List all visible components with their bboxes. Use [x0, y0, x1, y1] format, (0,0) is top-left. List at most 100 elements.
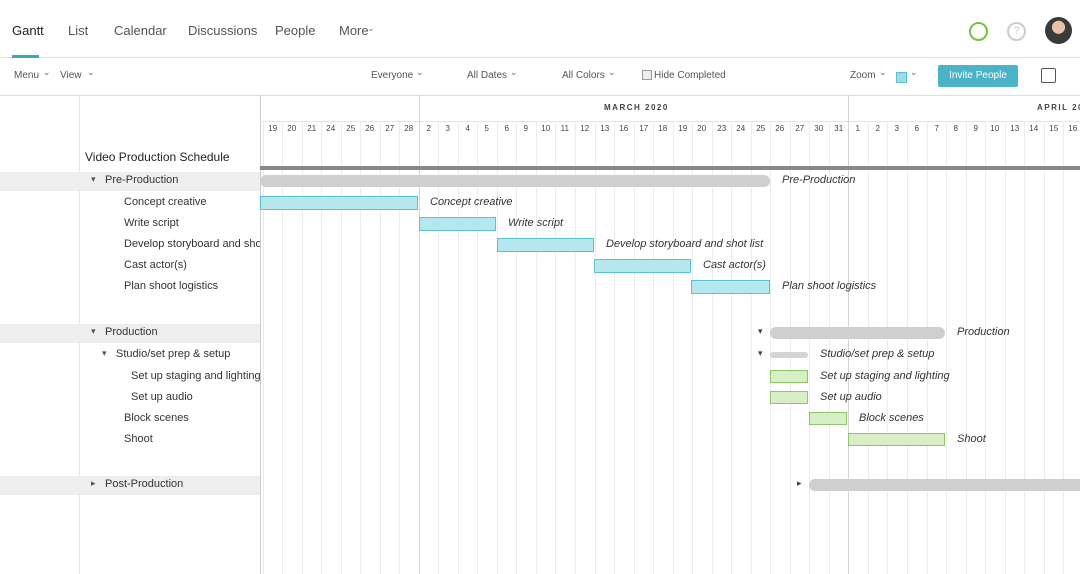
task-bar[interactable]: [594, 259, 691, 273]
task-name[interactable]: Develop storyboard and shot list: [124, 238, 260, 250]
task-bar[interactable]: [848, 433, 945, 446]
day-gridline: [829, 121, 830, 574]
color-swatch[interactable]: [896, 72, 907, 83]
toggle[interactable]: ▸: [797, 478, 802, 488]
invite-button[interactable]: Invite People: [938, 65, 1018, 87]
top-border: [0, 57, 1080, 58]
task-name[interactable]: Write script: [124, 217, 179, 229]
bar-label: Plan shoot logistics: [782, 280, 877, 292]
day-gridline: [887, 121, 888, 574]
task-name[interactable]: Set up audio: [131, 391, 193, 403]
task-bar[interactable]: [419, 217, 496, 231]
day-label: 1: [855, 124, 860, 133]
toggle[interactable]: ▾: [91, 326, 96, 336]
task-name[interactable]: Pre-Production: [105, 174, 179, 186]
nav-tab[interactable]: Calendar: [114, 23, 167, 38]
toolbar-control[interactable]: Menu: [14, 70, 40, 81]
bar-label: Set up staging and lighting: [820, 370, 950, 382]
day-gridline: [575, 121, 576, 574]
bar-label: Concept creative: [430, 196, 513, 208]
toggle[interactable]: ▾: [102, 348, 107, 358]
task-bar[interactable]: [691, 280, 770, 294]
day-gridline: [731, 121, 732, 574]
day-label: 27: [385, 124, 395, 133]
task-bar[interactable]: [770, 391, 808, 404]
day-label: 19: [268, 124, 278, 133]
task-name[interactable]: Shoot: [124, 433, 153, 445]
bar-label: Develop storyboard and shot list: [606, 238, 764, 250]
tab-underline: [12, 55, 39, 58]
group-row: [0, 172, 260, 191]
day-label: 15: [1049, 124, 1059, 133]
day-label: 23: [717, 124, 727, 133]
day-label: 13: [600, 124, 610, 133]
nav-tab[interactable]: People: [275, 23, 316, 38]
day-label: 3: [445, 124, 450, 133]
day-gridline: [751, 121, 752, 574]
task-bar[interactable]: [497, 238, 594, 252]
day-gridline: [380, 121, 381, 574]
nav-tab[interactable]: More: [339, 23, 369, 38]
day-gridline: [770, 121, 771, 574]
day-label: 26: [365, 124, 375, 133]
task-name[interactable]: Production: [105, 326, 158, 338]
task-name[interactable]: Plan shoot logistics: [124, 280, 219, 292]
day-gridline: [1063, 121, 1064, 574]
day-label: 14: [1029, 124, 1039, 133]
day-label: 5: [484, 124, 489, 133]
toggle[interactable]: ▾: [758, 348, 763, 358]
task-name[interactable]: Studio/set prep & setup: [116, 348, 231, 360]
toolbar-control[interactable]: Zoom: [850, 70, 876, 81]
task-bar[interactable]: [809, 479, 1080, 491]
export-icon[interactable]: [1041, 68, 1056, 83]
day-gridline: [302, 121, 303, 574]
toolbar-control[interactable]: All Colors: [562, 70, 605, 81]
task-bar[interactable]: [770, 370, 808, 383]
task-bar[interactable]: [260, 196, 418, 210]
group-row: [0, 324, 260, 343]
bar-label: Studio/set prep & setup: [820, 348, 935, 360]
toolbar-control[interactable]: Hide Completed: [654, 70, 726, 81]
nav-tab[interactable]: List: [68, 23, 89, 38]
day-label: 10: [541, 124, 551, 133]
day-label: 28: [404, 124, 414, 133]
toggle[interactable]: ▸: [91, 478, 96, 488]
day-gridline: [790, 121, 791, 574]
day-label: 26: [775, 124, 785, 133]
avatar[interactable]: [1045, 17, 1072, 44]
toggle[interactable]: ▾: [91, 174, 96, 184]
day-label: 13: [1010, 124, 1020, 133]
task-bar[interactable]: [770, 352, 808, 358]
toolbar-control[interactable]: View: [60, 70, 82, 81]
day-gridline: [360, 121, 361, 574]
day-gridline: [341, 121, 342, 574]
toggle[interactable]: ▾: [758, 326, 763, 336]
checkbox[interactable]: [642, 70, 652, 80]
day-gridline: [907, 121, 908, 574]
bar-label: Set up audio: [820, 391, 882, 403]
help-icon[interactable]: ?: [1007, 22, 1026, 41]
day-label: 8: [953, 124, 958, 133]
toolbar-control[interactable]: All Dates: [467, 70, 508, 81]
caret: ⌄: [910, 67, 918, 77]
task-bar[interactable]: [260, 175, 770, 187]
task-name[interactable]: Concept creative: [124, 196, 207, 208]
toolbar-control[interactable]: Everyone: [371, 70, 414, 81]
day-gridline: [282, 121, 283, 574]
nav-tab[interactable]: Discussions: [188, 23, 258, 38]
project-title: Video Production Schedule: [85, 150, 230, 164]
month-label: MARCH 2020: [604, 103, 669, 112]
task-name[interactable]: Block scenes: [124, 412, 189, 424]
day-gridline: [946, 121, 947, 574]
caret: ⌄: [608, 67, 616, 77]
nav-tab[interactable]: Gantt: [12, 23, 44, 38]
task-name[interactable]: Post-Production: [105, 478, 184, 490]
day-label: 17: [639, 124, 649, 133]
task-bar[interactable]: [809, 412, 847, 425]
task-name[interactable]: Cast actor(s): [124, 259, 187, 271]
task-bar[interactable]: [770, 327, 945, 339]
task-name[interactable]: Set up staging and lighting: [131, 370, 260, 382]
caret: ⌄: [367, 23, 375, 33]
history-icon[interactable]: [969, 22, 988, 41]
